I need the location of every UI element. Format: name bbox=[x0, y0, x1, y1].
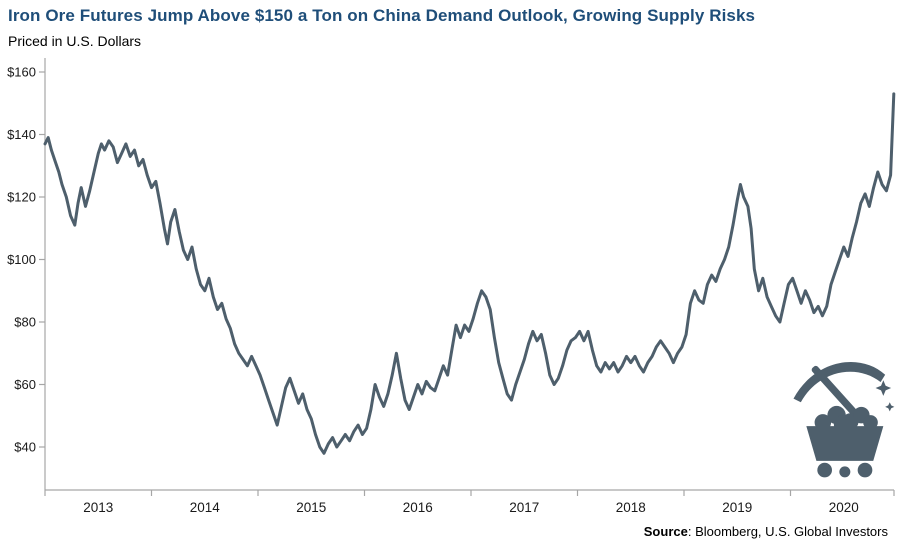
price-series-line bbox=[43, 92, 896, 455]
pickaxe-head bbox=[793, 361, 886, 403]
chart-title: Iron Ore Futures Jump Above $150 a Ton o… bbox=[8, 6, 756, 25]
mining-cart-pickaxe-icon bbox=[793, 361, 895, 478]
chart-subtitle: Priced in U.S. Dollars bbox=[8, 33, 142, 49]
source-label: Source bbox=[643, 524, 688, 539]
x-axis-tick-label: 2015 bbox=[296, 500, 326, 515]
source-attribution: Source: Bloomberg, U.S. Global Investors bbox=[644, 524, 888, 539]
pickaxe-handle bbox=[811, 365, 862, 421]
x-axis-tick-label: 2013 bbox=[83, 500, 113, 515]
sparkle-icon bbox=[885, 402, 895, 412]
x-axis-tick-label: 2018 bbox=[616, 500, 646, 515]
x-axis-tick-label: 2017 bbox=[509, 500, 539, 515]
y-axis-tick-label: $80 bbox=[14, 315, 36, 330]
x-axis-tick-label: 2019 bbox=[722, 500, 752, 515]
sparkle-icon bbox=[875, 380, 892, 396]
y-axis-tick-label: $140 bbox=[7, 127, 36, 142]
y-axis-tick-label: $120 bbox=[7, 190, 36, 205]
x-axis-tick-label: 2014 bbox=[190, 500, 221, 515]
y-axis-tick-label: $40 bbox=[14, 440, 36, 455]
x-axis-tick-label: 2016 bbox=[403, 500, 433, 515]
y-axis-tick-label: $100 bbox=[7, 252, 36, 267]
mining-cart-body bbox=[806, 426, 884, 461]
y-axis-tick-label: $60 bbox=[14, 377, 36, 392]
x-axis-tick-label: 2020 bbox=[829, 500, 859, 515]
source-text: : Bloomberg, U.S. Global Investors bbox=[687, 524, 888, 539]
y-axis-tick-label: $160 bbox=[7, 65, 36, 80]
